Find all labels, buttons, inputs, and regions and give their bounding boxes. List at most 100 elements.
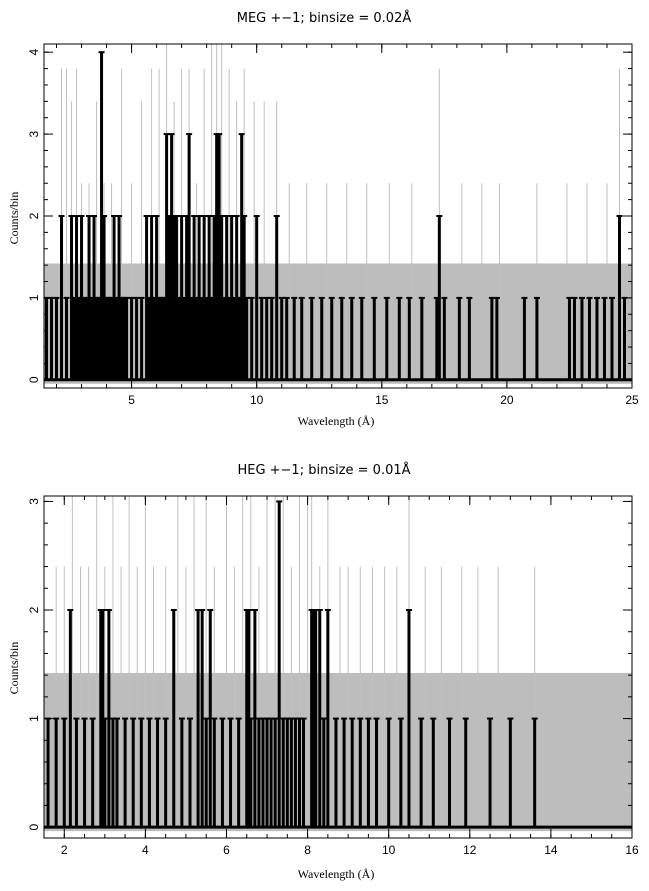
meg-count-bar xyxy=(120,297,124,380)
heg-x-tick-label: 16 xyxy=(625,843,639,857)
heg-count-bar xyxy=(464,718,468,828)
heg-count-bar xyxy=(342,718,346,828)
heg-count-bar xyxy=(180,718,184,828)
heg-count-bar xyxy=(508,718,512,828)
heg-count-bar xyxy=(358,718,362,828)
heg-count-bar xyxy=(257,718,261,828)
heg-count-bar xyxy=(488,718,492,828)
heg-count-bar xyxy=(350,718,354,828)
meg-count-bar xyxy=(165,134,169,380)
heg-count-bar xyxy=(334,718,338,828)
meg-count-bar xyxy=(437,216,441,380)
meg-count-bar xyxy=(467,297,471,380)
heg-count-bar xyxy=(302,718,306,828)
meg-count-bar xyxy=(200,297,204,380)
heg-y-tick-label: 0 xyxy=(27,823,41,830)
meg-count-bar xyxy=(182,297,186,380)
heg-count-bar xyxy=(123,718,127,828)
heg-count-bar xyxy=(147,718,151,828)
meg-count-bar xyxy=(320,297,324,380)
heg-y-axis-label: Counts/bin xyxy=(7,642,21,695)
meg-count-bar xyxy=(50,297,54,380)
meg-count-bar xyxy=(397,297,401,380)
heg-count-bar xyxy=(74,718,78,828)
meg-count-bar xyxy=(72,297,76,380)
heg-count-bar xyxy=(172,610,176,828)
meg-count-bar xyxy=(385,297,389,380)
heg-count-bar xyxy=(196,610,200,828)
meg-count-bar xyxy=(617,216,621,380)
meg-count-bar xyxy=(360,297,364,380)
heg-count-bar xyxy=(83,718,87,828)
heg-x-tick-label: 2 xyxy=(61,843,68,857)
meg-y-tick-label: 4 xyxy=(27,49,41,56)
heg-count-bar xyxy=(269,718,273,828)
heg-count-bar xyxy=(115,718,119,828)
meg-x-tick-label: 15 xyxy=(375,393,389,407)
meg-count-bar xyxy=(495,297,499,380)
heg-count-bar xyxy=(111,718,115,828)
heg-count-bar xyxy=(289,718,293,828)
meg-panel: MEG +−1; binsize = 0.02Å Wavelength (Å) … xyxy=(7,10,639,428)
meg-count-bar xyxy=(622,297,626,380)
heg-count-bar xyxy=(387,718,391,828)
heg-count-bar xyxy=(237,718,241,828)
heg-count-bar xyxy=(54,718,58,828)
heg-count-bar xyxy=(407,610,411,828)
meg-count-bar xyxy=(77,297,81,380)
meg-count-bar xyxy=(490,297,494,380)
heg-count-bar xyxy=(419,718,423,828)
meg-count-bar xyxy=(222,297,226,380)
meg-count-bar xyxy=(265,297,269,380)
heg-count-bar xyxy=(91,718,95,828)
heg-count-bar xyxy=(281,718,285,828)
meg-count-bar xyxy=(190,297,194,380)
meg-count-bar xyxy=(90,297,94,380)
meg-count-bar xyxy=(280,297,284,380)
meg-count-bar xyxy=(292,297,296,380)
meg-count-bar xyxy=(107,297,111,380)
meg-count-bar xyxy=(167,216,171,380)
heg-x-axis-label: Wavelength (Å) xyxy=(298,867,375,881)
heg-count-bar xyxy=(107,610,111,828)
heg-count-bar xyxy=(314,610,318,828)
meg-count-bar xyxy=(535,297,539,380)
meg-count-bar xyxy=(522,297,526,380)
heg-panel: HEG +−1; binsize = 0.01Å Wavelength (Å) … xyxy=(7,462,639,881)
meg-count-bar xyxy=(340,297,344,380)
heg-y-tick-label: 2 xyxy=(27,606,41,613)
meg-y-tick-label: 3 xyxy=(27,130,41,137)
heg-x-tick-label: 12 xyxy=(463,843,477,857)
heg-count-bar xyxy=(139,718,143,828)
heg-y-tick-label: 1 xyxy=(27,715,41,722)
heg-count-bar xyxy=(245,610,249,828)
meg-count-bar xyxy=(215,134,219,380)
heg-count-bar xyxy=(204,718,208,828)
heg-count-bar xyxy=(273,718,277,828)
heg-count-bar xyxy=(156,718,160,828)
heg-count-bar xyxy=(212,718,216,828)
meg-x-tick-label: 10 xyxy=(250,393,264,407)
heg-count-bar xyxy=(208,610,212,828)
heg-count-bar xyxy=(322,718,326,828)
meg-count-bar xyxy=(435,297,439,380)
meg-count-bar xyxy=(442,297,446,380)
meg-count-bar xyxy=(260,297,264,380)
meg-count-bar xyxy=(160,297,164,380)
meg-count-bar xyxy=(245,297,249,380)
meg-count-bar xyxy=(457,297,461,380)
meg-count-bar xyxy=(310,297,314,380)
meg-count-bar xyxy=(195,297,199,380)
meg-count-bar xyxy=(217,134,221,380)
meg-count-bar xyxy=(135,297,139,380)
heg-count-bar xyxy=(62,718,66,828)
meg-count-bar xyxy=(65,297,69,380)
meg-count-bar xyxy=(595,297,599,380)
meg-count-bar xyxy=(110,297,114,380)
heg-x-tick-label: 4 xyxy=(142,843,149,857)
heg-x-tick-label: 6 xyxy=(223,843,230,857)
meg-count-bar xyxy=(82,297,86,380)
heg-count-bar xyxy=(375,718,379,828)
meg-count-bar xyxy=(85,297,89,380)
